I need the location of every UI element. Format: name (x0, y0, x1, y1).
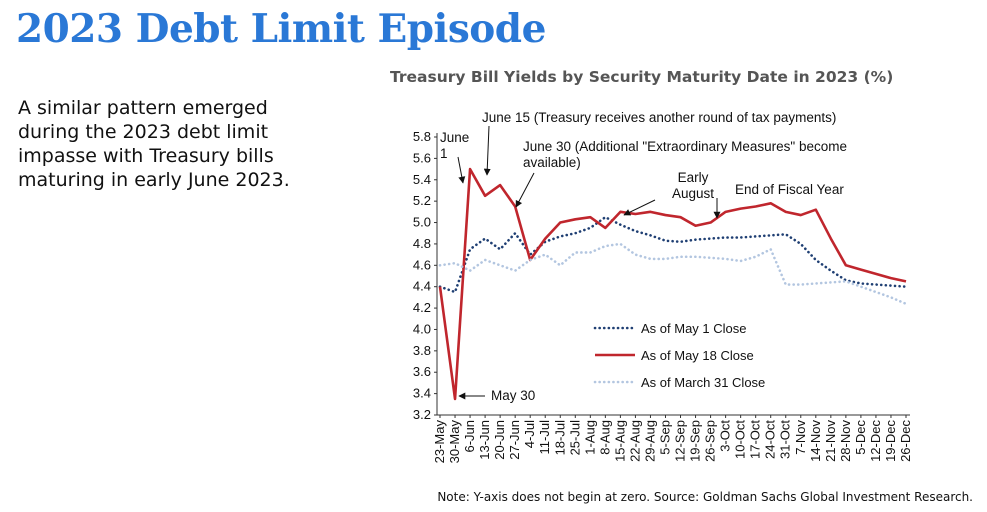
y-tick-label: 3.8 (413, 343, 431, 358)
annotation: Early August (671, 170, 715, 201)
x-tick-label: 5-Sep (657, 420, 672, 455)
x-tick-label: 27-Jun (507, 420, 522, 460)
y-tick-label: 4.8 (413, 236, 431, 251)
y-tick-label: 4.2 (413, 300, 431, 315)
x-tick-label: 6-Jun (462, 420, 477, 453)
y-tick-label: 3.4 (413, 386, 431, 401)
x-tick-label: 14-Nov (808, 420, 823, 462)
x-tick-label: 21-Nov (823, 420, 838, 462)
annotation-arrow (457, 156, 466, 184)
x-tick-label: 10-Oct (733, 420, 748, 459)
x-tick-label: 24-Oct (763, 420, 778, 459)
y-tick-label: 3.2 (413, 407, 431, 422)
annotation: May 30 (491, 388, 536, 403)
x-tick-label: 13-Jun (477, 420, 492, 460)
x-tick-label: 26-Sep (703, 420, 718, 462)
legend-label: As of May 18 Close (641, 348, 754, 363)
annotation: End of Fiscal Year (735, 182, 844, 197)
annotation-arrow (483, 125, 491, 176)
x-tick-label: 1-Aug (582, 420, 597, 455)
x-tick-label: 7-Nov (793, 420, 808, 455)
x-tick-label: 12-Sep (673, 420, 688, 462)
x-tick-label: 30-May (447, 420, 462, 464)
x-tick-label: 19-Sep (688, 420, 703, 462)
body-text: A similar pattern emerged during the 202… (18, 97, 290, 191)
y-tick-label: 4.4 (413, 279, 431, 294)
x-tick-label: 5-Dec (853, 420, 868, 455)
slide-title: 2023 Debt Limit Episode (16, 6, 546, 52)
x-tick-label: 4-Jul (522, 420, 537, 448)
x-tick-label: 22-Aug (627, 420, 642, 462)
x-tick-label: 11-Jul (537, 420, 552, 455)
x-tick-label: 29-Aug (642, 420, 657, 462)
annotation: June 30 (Additional "Extraordinary Measu… (523, 139, 847, 170)
series-line (438, 215, 908, 294)
y-tick-label: 5.0 (413, 215, 431, 230)
y-tick-label: 5.2 (413, 193, 431, 208)
annotation: June 15 (Treasury receives another round… (482, 110, 837, 125)
x-tick-label: 18-Jul (552, 420, 567, 456)
annotation-arrow (515, 172, 535, 208)
x-tick-label: 23-May (432, 420, 447, 464)
y-tick-label: 4.6 (413, 257, 431, 272)
x-tick-label: 20-Jun (492, 420, 507, 460)
y-tick-label: 5.6 (413, 150, 431, 165)
y-tick-label: 4.0 (413, 321, 431, 336)
y-tick-label: 3.6 (413, 364, 431, 379)
x-tick-label: 3-Oct (718, 420, 733, 452)
x-tick-label: 17-Oct (748, 420, 763, 459)
annotation: June 1 (440, 130, 470, 161)
legend-label: As of May 1 Close (641, 321, 747, 336)
x-tick-label: 19-Dec (883, 420, 898, 462)
x-tick-label: 31-Oct (778, 420, 793, 459)
x-tick-label: 12-Dec (868, 420, 883, 462)
annotation-arrow (623, 199, 656, 216)
x-tick-label: 28-Nov (838, 420, 853, 462)
x-tick-label: 8-Aug (597, 420, 612, 455)
y-tick-label: 5.4 (413, 172, 431, 187)
y-tick-label: 5.8 (413, 129, 431, 144)
x-tick-label: 26-Dec (898, 420, 913, 462)
legend-label: As of March 31 Close (641, 375, 765, 390)
source-note: Note: Y-axis does not begin at zero. Sou… (437, 490, 973, 504)
x-tick-label: 25-Jul (567, 420, 582, 456)
series-line (438, 167, 907, 401)
series-line (438, 242, 908, 306)
x-tick-label: 15-Aug (612, 420, 627, 462)
chart-title: Treasury Bill Yields by Security Maturit… (390, 68, 893, 86)
